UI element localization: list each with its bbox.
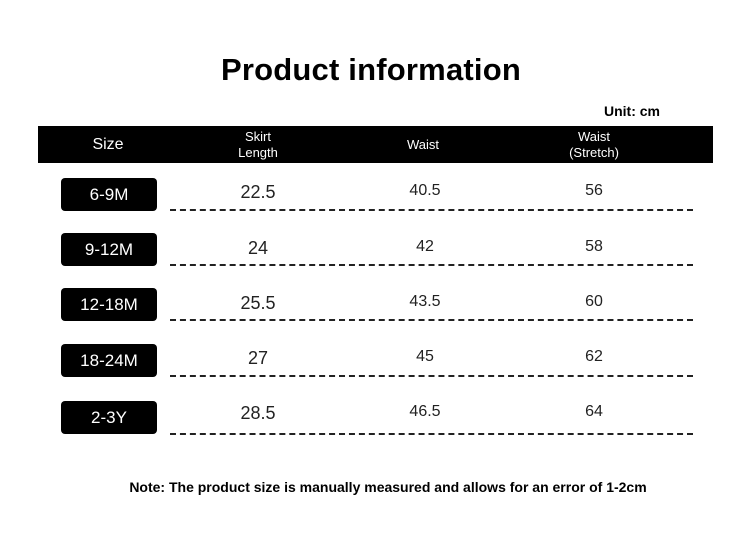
table-row: 6-9M 22.5 40.5 56 [0,176,750,232]
table-row: 12-18M 25.5 43.5 60 [0,287,750,343]
skirt-length-value: 24 [247,238,269,258]
waist-value: 40.5 [409,182,441,199]
header-skirt-line1: Skirt [244,128,271,144]
skirt-length-value: 25.5 [240,293,276,313]
header-stretch-line1: Waist [577,128,611,144]
table-row: 18-24M 27 45 62 [0,342,750,398]
table-row: 9-12M 24 42 58 [0,232,750,288]
size-badge: 6-9M [61,178,157,211]
row-divider [170,264,693,266]
header-waist-stretch: Waist (Stretch) [556,126,632,163]
page-title: Product information [220,52,521,87]
waist-stretch-value: 60 [585,293,603,310]
waist-stretch-value: 62 [585,348,603,365]
skirt-length-value: 22.5 [240,182,276,202]
header-stretch-line2: (Stretch) [569,144,619,160]
size-badge: 18-24M [61,344,157,377]
waist-value: 46.5 [409,403,441,420]
waist-value: 42 [416,238,434,255]
header-waist: Waist [406,136,440,152]
table-header: Size Skirt Length Waist Waist (Stretch) [38,126,713,163]
size-badge: 12-18M [61,288,157,321]
waist-stretch-value: 56 [585,182,603,199]
unit-label: Unit: cm [604,103,660,119]
skirt-length-value: 27 [247,348,269,368]
header-skirt-length: Skirt Length [223,126,293,163]
waist-stretch-value: 58 [585,238,603,255]
skirt-length-value: 28.5 [240,403,276,423]
size-note: Note: The product size is manually measu… [129,479,647,495]
row-divider [170,433,693,435]
size-badge: 9-12M [61,233,157,266]
row-divider [170,375,693,377]
header-skirt-line2: Length [238,144,278,160]
row-divider [170,209,693,211]
size-badge: 2-3Y [61,401,157,434]
waist-stretch-value: 64 [585,403,603,420]
row-divider [170,319,693,321]
header-size: Size [92,135,124,153]
waist-value: 45 [416,348,434,365]
waist-value: 43.5 [409,293,441,310]
table-row: 2-3Y 28.5 46.5 64 [0,397,750,453]
